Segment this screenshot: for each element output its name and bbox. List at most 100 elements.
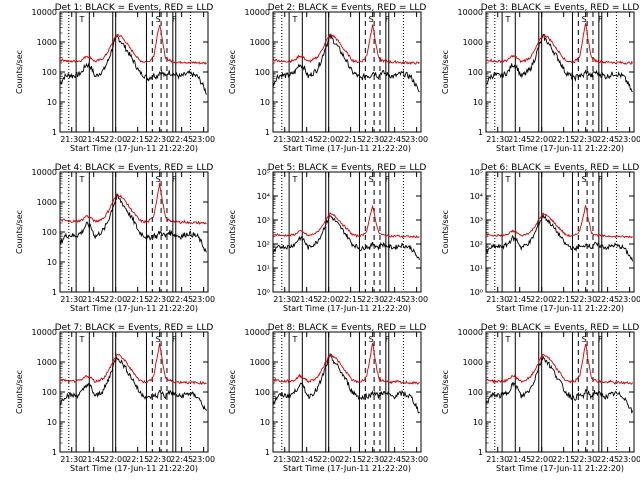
panel-5-xlabel: Start Time (17-Jun-11 21:22:20) [283, 304, 411, 313]
panel-9-ytick-label: 10000 [458, 328, 483, 337]
panel-1-ytick-label: 10000 [32, 8, 57, 17]
panel-3-marker-label: S [582, 15, 587, 24]
panel-8: Det 8: BLACK = Events, RED = LLD 1 10 100 10… [228, 323, 428, 473]
panel-1-xtick-label: 21:30 [60, 135, 83, 144]
panel-3-ytick-label: 1000 [463, 38, 483, 47]
panel-3-xtick-label: 22:30 [574, 135, 597, 144]
panel-4-xtick-label: 21:30 [60, 295, 83, 304]
panel-3-xtick-label: 21:45 [508, 135, 531, 144]
panel-1-xtick-label: 22:30 [148, 135, 171, 144]
panel-5: Det 5: BLACK = Events, RED = LLD 10⁰ 10¹ 10… [228, 163, 428, 313]
panel-5-ytick-label: 10⁵ [257, 168, 270, 177]
panel-2-ylabel: Counts/sec [228, 50, 237, 94]
panel-8-series-events [272, 352, 420, 414]
panel-3-ytick-label: 100 [468, 68, 483, 77]
panel-6-ylabel: Counts/sec [441, 210, 450, 254]
panel-4-xtick-label: 22:15 [126, 295, 149, 304]
panel-4-xtick-label: 21:45 [82, 295, 105, 304]
panel-4-xlabel: Start Time (17-Jun-11 21:22:20) [70, 304, 198, 313]
panel-6-xtick-label: 22:15 [552, 295, 575, 304]
panel-6-marker-label: S [582, 175, 587, 184]
panel-9: Det 9: BLACK = Events, RED = LLD 1 10 100 10… [441, 323, 640, 473]
panel-1-series-events [59, 34, 207, 95]
panel-3-ylabel: Counts/sec [441, 50, 450, 94]
panel-4-marker-label: T [79, 175, 85, 184]
panel-6-xtick-label: 21:30 [486, 295, 509, 304]
panel-7: Det 7: BLACK = Events, RED = LLD 1 10 100 10… [15, 323, 215, 473]
panel-5-xtick-label: 21:45 [295, 295, 318, 304]
panel-5-xtick-label: 22:45 [383, 295, 406, 304]
panel-2-ytick-label: 10 [260, 98, 270, 107]
panel-7-xtick-label: 22:00 [104, 455, 127, 464]
panel-3-xtick-label: 22:45 [596, 135, 619, 144]
panel-1-marker-label: F [172, 15, 177, 24]
panel-4: Det 4: BLACK = Events, RED = LLD 1 10 100 10… [15, 163, 215, 313]
panel-6-frame [485, 171, 635, 293]
panel-2-ytick-label: 1 [265, 128, 270, 137]
panel-7-series-events [59, 355, 207, 411]
panel-6-xtick-label: 21:45 [508, 295, 531, 304]
panel-3-ytick-label: 10 [473, 98, 483, 107]
panel-2: Det 2: BLACK = Events, RED = LLD 1 10 100 10… [228, 3, 428, 153]
panel-3-title: Det 3: BLACK = Events, RED = LLD [481, 3, 640, 13]
panel-7-ytick-label: 10 [47, 418, 57, 427]
panel-8-marker-label: F [385, 335, 390, 344]
panel-5-xtick-label: 21:30 [273, 295, 296, 304]
panel-3-series-events [486, 33, 633, 93]
panel-7-xtick-label: 22:45 [170, 455, 193, 464]
panel-6-ytick-label: 10⁴ [470, 192, 483, 201]
panel-3-xtick-label: 23:00 [618, 135, 640, 144]
panel-2-xtick-label: 22:45 [383, 135, 406, 144]
panel-2-series-lld [272, 24, 420, 65]
panel-1-xlabel: Start Time (17-Jun-11 21:22:20) [70, 144, 198, 153]
panel-8-ytick-label: 10 [260, 418, 270, 427]
panel-7-xlabel: Start Time (17-Jun-11 21:22:20) [70, 464, 198, 473]
panel-9-xlabel: Start Time (17-Jun-11 21:22:20) [496, 464, 624, 473]
panel-3-ytick-label: 1 [478, 128, 483, 137]
panel-6-ytick-label: 10⁵ [470, 168, 483, 177]
panel-4-ylabel: Counts/sec [15, 210, 24, 254]
panel-1-xtick-label: 21:45 [82, 135, 105, 144]
panel-7-xtick-label: 22:15 [126, 455, 149, 464]
panel-5-ytick-label: 10¹ [257, 264, 270, 273]
panel-9-ytick-label: 1 [478, 448, 483, 457]
panel-1-xtick-label: 22:15 [126, 135, 149, 144]
panel-3: Det 3: BLACK = Events, RED = LLD 1 10 100 10… [441, 3, 640, 153]
panel-1-ytick-label: 10 [47, 98, 57, 107]
panel-1-xtick-label: 23:00 [192, 135, 215, 144]
panel-7-marker-label: T [79, 335, 85, 344]
panel-7-ytick-label: 10000 [32, 328, 57, 337]
panel-7-xtick-label: 21:45 [82, 455, 105, 464]
panel-9-series-lld [485, 343, 633, 385]
panel-8-marker-label: T [292, 335, 298, 344]
panel-6-title: Det 6: BLACK = Events, RED = LLD [481, 163, 640, 173]
panel-9-marker-label: S [582, 335, 587, 344]
panel-9-title: Det 9: BLACK = Events, RED = LLD [481, 323, 640, 333]
panel-5-series-lld [272, 204, 420, 239]
panel-8-xlabel: Start Time (17-Jun-11 21:22:20) [283, 464, 411, 473]
panel-8-xtick-label: 21:30 [273, 455, 296, 464]
panel-1: Det 1: BLACK = Events, RED = LLD 1 10 100 10… [15, 3, 215, 153]
panel-8-xtick-label: 21:45 [295, 455, 318, 464]
panel-5-xtick-label: 22:15 [339, 295, 362, 304]
panel-5-frame [272, 171, 422, 293]
panel-4-xtick-label: 23:00 [192, 295, 215, 304]
panel-1-ytick-label: 1 [52, 128, 57, 137]
panel-7-ylabel: Counts/sec [15, 370, 24, 414]
panel-5-xtick-label: 22:30 [361, 295, 384, 304]
panel-8-marker-label: S [369, 335, 374, 344]
panel-5-marker-label: F [385, 175, 390, 184]
panel-8-ytick-label: 10000 [245, 328, 270, 337]
panel-8-frame [272, 331, 422, 453]
panel-6-xtick-label: 22:30 [574, 295, 597, 304]
panel-7-series-lld [59, 343, 207, 385]
panel-5-ytick-label: 10⁰ [257, 288, 270, 297]
panel-2-ytick-label: 10000 [245, 8, 270, 17]
panel-9-ytick-label: 100 [468, 388, 483, 397]
panel-9-ytick-label: 10 [473, 418, 483, 427]
panel-5-marker-label: S [369, 175, 374, 184]
panel-5-marker-label: T [292, 175, 298, 184]
panel-6-series-events [485, 212, 633, 262]
panel-2-xtick-label: 22:30 [361, 135, 384, 144]
panel-9-xtick-label: 22:30 [574, 455, 597, 464]
